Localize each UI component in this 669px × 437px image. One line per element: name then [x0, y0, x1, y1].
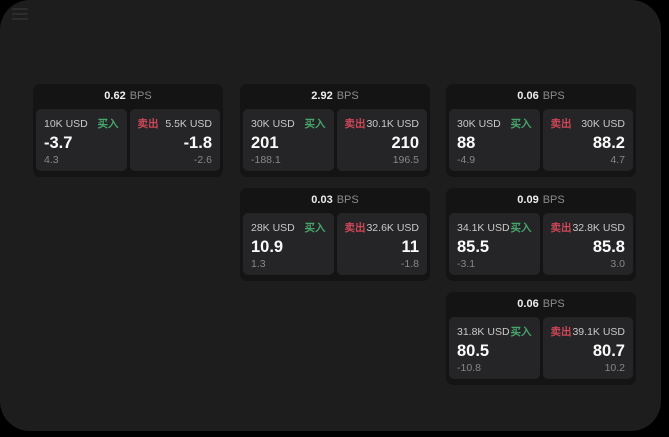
buy-price: 85.5: [457, 238, 490, 256]
sell-amount: 30.1K USD: [366, 117, 419, 130]
bps-label: BPS: [542, 90, 565, 102]
quote-card: 0.09 BPS 34.1K USD 买入 85.5 -3.1 卖出 32.8K…: [446, 188, 636, 281]
sell-button[interactable]: 卖出: [550, 222, 572, 234]
buy-amount: 10K USD: [44, 117, 88, 130]
sell-amount: 30K USD: [581, 117, 625, 130]
bps-value: 2.92: [311, 90, 333, 102]
buy-panel[interactable]: 34.1K USD 买入 85.5 -3.1: [449, 213, 540, 275]
sell-price: 210: [391, 134, 419, 152]
sell-delta: 10.2: [604, 361, 625, 374]
buy-delta: -4.9: [457, 153, 476, 166]
buy-panel[interactable]: 30K USD 买入 201 -188.1: [243, 109, 334, 171]
buy-panel[interactable]: 31.8K USD 买入 80.5 -10.8: [449, 317, 540, 379]
buy-delta: -3.1: [457, 257, 476, 270]
buy-button[interactable]: 买入: [304, 118, 326, 130]
bps-label: BPS: [336, 90, 359, 102]
bps-header: 0.62 BPS: [33, 84, 223, 109]
sell-panel[interactable]: 卖出 30K USD 88.2 4.7: [542, 109, 633, 171]
sell-button[interactable]: 卖出: [344, 222, 366, 234]
buy-price: 10.9: [251, 238, 284, 256]
bps-header: 0.03 BPS: [240, 188, 430, 213]
sell-panel[interactable]: 卖出 32.8K USD 85.8 3.0: [542, 213, 633, 275]
buy-button[interactable]: 买入: [97, 118, 119, 130]
sell-amount: 32.6K USD: [366, 221, 419, 234]
buy-price: -3.7: [44, 134, 73, 152]
sell-price: 11: [401, 238, 419, 256]
buy-panel[interactable]: 10K USD 买入 -3.7 4.3: [36, 109, 127, 171]
buy-price: 80.5: [457, 342, 490, 360]
bps-value: 0.06: [517, 298, 539, 310]
buy-delta: -10.8: [457, 361, 481, 374]
quote-card: 0.03 BPS 28K USD 买入 10.9 1.3 卖出 32.6K US…: [240, 188, 430, 281]
bps-label: BPS: [542, 298, 565, 310]
bps-header: 0.06 BPS: [446, 84, 636, 109]
bps-value: 0.03: [311, 194, 333, 206]
sell-delta: 3.0: [610, 257, 625, 270]
sell-delta: -1.8: [400, 257, 419, 270]
sell-button[interactable]: 卖出: [137, 118, 159, 130]
buy-delta: 4.3: [44, 153, 59, 166]
sell-delta: 196.5: [392, 153, 419, 166]
sell-delta: 4.7: [610, 153, 625, 166]
quote-card: 0.06 BPS 31.8K USD 买入 80.5 -10.8 卖出 39.1…: [446, 292, 636, 385]
sell-button[interactable]: 卖出: [344, 118, 366, 130]
bps-value: 0.62: [104, 90, 126, 102]
sell-panel[interactable]: 卖出 30.1K USD 210 196.5: [336, 109, 427, 171]
sell-delta: -2.6: [193, 153, 212, 166]
buy-amount: 30K USD: [457, 117, 501, 130]
buy-panel[interactable]: 30K USD 买入 88 -4.9: [449, 109, 540, 171]
sell-button[interactable]: 卖出: [550, 326, 572, 338]
sell-price: 88.2: [592, 134, 625, 152]
buy-button[interactable]: 买入: [510, 222, 532, 234]
sell-amount: 5.5K USD: [165, 117, 212, 130]
bps-label: BPS: [336, 194, 359, 206]
buy-amount: 28K USD: [251, 221, 295, 234]
buy-amount: 34.1K USD: [457, 221, 510, 234]
buy-price: 88: [457, 134, 476, 152]
buy-panel[interactable]: 28K USD 买入 10.9 1.3: [243, 213, 334, 275]
bps-value: 0.09: [517, 194, 539, 206]
sell-button[interactable]: 卖出: [550, 118, 572, 130]
bps-label: BPS: [129, 90, 152, 102]
bps-header: 0.06 BPS: [446, 292, 636, 317]
sell-panel[interactable]: 卖出 32.6K USD 11 -1.8: [336, 213, 427, 275]
bps-label: BPS: [542, 194, 565, 206]
sell-amount: 39.1K USD: [572, 325, 625, 338]
sell-panel[interactable]: 卖出 5.5K USD -1.8 -2.6: [129, 109, 220, 171]
app-window: 0.62 BPS 10K USD 买入 -3.7 4.3 卖出 5.5K USD…: [0, 0, 661, 431]
buy-button[interactable]: 买入: [304, 222, 326, 234]
buy-amount: 31.8K USD: [457, 325, 510, 338]
sell-price: 85.8: [592, 238, 625, 256]
buy-delta: 1.3: [251, 257, 266, 270]
buy-delta: -188.1: [251, 153, 281, 166]
sell-amount: 32.8K USD: [572, 221, 625, 234]
quote-card: 0.06 BPS 30K USD 买入 88 -4.9 卖出 30K USD 8…: [446, 84, 636, 177]
sell-panel[interactable]: 卖出 39.1K USD 80.7 10.2: [542, 317, 633, 379]
quote-card: 0.62 BPS 10K USD 买入 -3.7 4.3 卖出 5.5K USD…: [33, 84, 223, 177]
quote-card: 2.92 BPS 30K USD 买入 201 -188.1 卖出 30.1K …: [240, 84, 430, 177]
menu-icon[interactable]: [12, 8, 28, 20]
sell-price: -1.8: [183, 134, 212, 152]
buy-button[interactable]: 买入: [510, 326, 532, 338]
buy-button[interactable]: 买入: [510, 118, 532, 130]
bps-value: 0.06: [517, 90, 539, 102]
buy-amount: 30K USD: [251, 117, 295, 130]
buy-price: 201: [251, 134, 279, 152]
bps-header: 2.92 BPS: [240, 84, 430, 109]
sell-price: 80.7: [592, 342, 625, 360]
bps-header: 0.09 BPS: [446, 188, 636, 213]
